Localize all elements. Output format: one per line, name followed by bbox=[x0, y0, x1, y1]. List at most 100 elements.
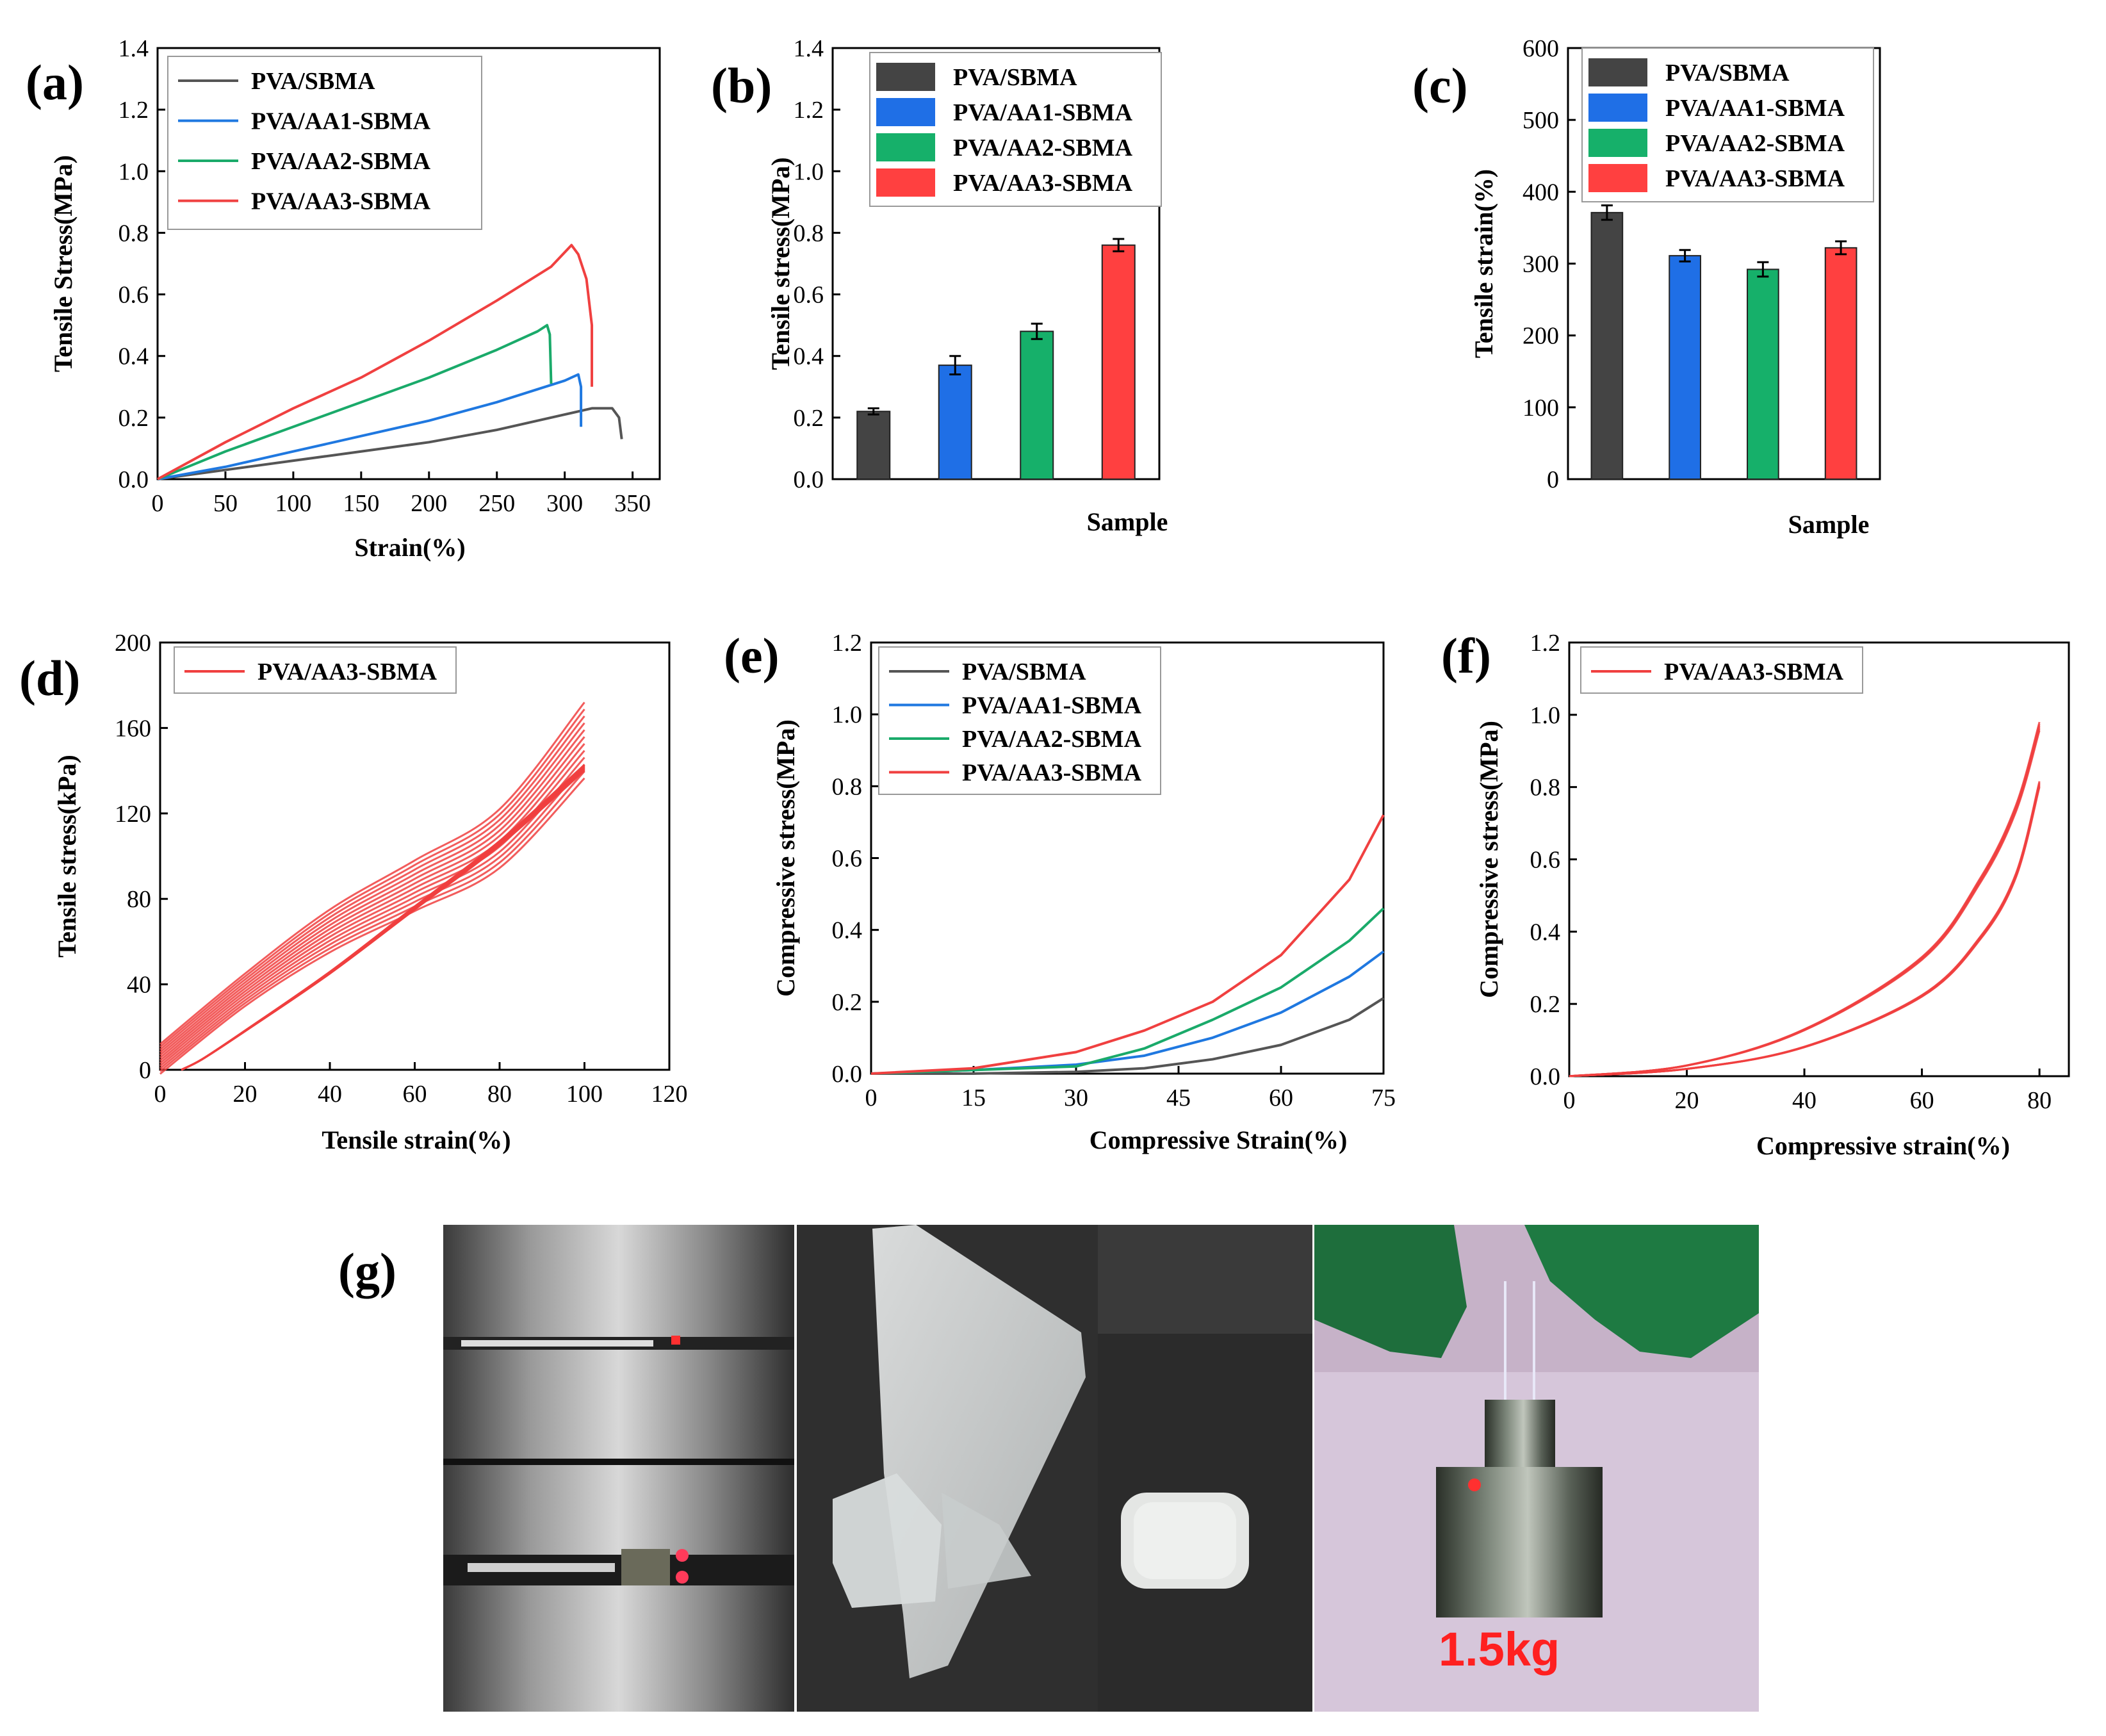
x-tick-label: 350 bbox=[614, 490, 651, 517]
panel-label-e: (e) bbox=[724, 628, 780, 684]
legend-label: PVA/AA3-SBMA bbox=[962, 760, 1142, 787]
y-tick-label: 160 bbox=[115, 715, 151, 742]
x-axis-label: Strain(%) bbox=[354, 533, 465, 562]
y-tick-label: 1.4 bbox=[118, 35, 149, 62]
series-line-loading bbox=[159, 757, 585, 1067]
bar-pva-aa1-sbma bbox=[1669, 255, 1701, 480]
panel-label-a: (a) bbox=[26, 54, 84, 110]
x-axis-label: Compressive strain(%) bbox=[1756, 1131, 2010, 1160]
legend-swatch bbox=[876, 133, 935, 161]
legend-label: PVA/AA2-SBMA bbox=[1665, 130, 1845, 157]
legend-label: PVA/AA2-SBMA bbox=[251, 148, 431, 175]
x-tick-label: 60 bbox=[1910, 1087, 1934, 1114]
y-tick-label: 600 bbox=[1522, 35, 1559, 62]
y-tick-label: 0.2 bbox=[832, 989, 863, 1016]
legend-swatch bbox=[1588, 94, 1647, 122]
series-line-loading bbox=[159, 708, 585, 1048]
series-line-loading bbox=[159, 701, 585, 1045]
series-line-unloading bbox=[181, 769, 585, 1071]
series-line-pva-aa2-sbma bbox=[157, 323, 553, 480]
series-line-loading bbox=[159, 777, 585, 1075]
y-tick-label: 0.8 bbox=[1530, 774, 1561, 801]
y-tick-label: 0.2 bbox=[118, 405, 149, 432]
legend-swatch bbox=[876, 168, 935, 197]
x-tick-label: 30 bbox=[1064, 1085, 1088, 1111]
series-line-unloading bbox=[181, 768, 585, 1071]
x-tick-label: 40 bbox=[318, 1081, 342, 1108]
series-line-loading bbox=[159, 722, 585, 1053]
y-tick-label: 40 bbox=[127, 972, 151, 999]
legend-label: PVA/AA3-SBMA bbox=[257, 659, 437, 685]
y-axis-label: Compressive stress(MPa) bbox=[771, 719, 800, 997]
panel-c: (c) 0 100 200 300 400 500 600 Sample Tensile stra… bbox=[1412, 35, 1881, 539]
plot-frame bbox=[831, 47, 1161, 480]
y-tick-label: 0.4 bbox=[832, 917, 863, 944]
series-line-loading bbox=[159, 729, 585, 1056]
series-line-loading bbox=[159, 771, 585, 1072]
y-tick-label: 0.8 bbox=[118, 220, 149, 247]
series-line-loading bbox=[159, 736, 585, 1059]
y-tick-label: 0.0 bbox=[832, 1061, 863, 1088]
bar-pva-sbma bbox=[1590, 211, 1624, 480]
legend-swatch bbox=[876, 63, 935, 91]
x-tick-label: 60 bbox=[403, 1081, 427, 1108]
x-tick-label: 0 bbox=[865, 1085, 878, 1111]
x-tick-label: 200 bbox=[411, 490, 447, 517]
y-tick-label: 0.0 bbox=[794, 466, 824, 493]
series-line-unloading bbox=[1569, 783, 2041, 1077]
legend-label: PVA/AA3-SBMA bbox=[1665, 165, 1845, 192]
y-tick-label: 1.0 bbox=[1530, 702, 1561, 729]
y-tick-label: 0.0 bbox=[1530, 1063, 1561, 1090]
x-tick-label: 250 bbox=[478, 490, 515, 517]
y-tick-label: 0.6 bbox=[1530, 847, 1561, 874]
x-tick-label: 0 bbox=[152, 490, 164, 517]
legend-swatch bbox=[1588, 129, 1647, 157]
series-line-pva-sbma bbox=[157, 407, 623, 480]
x-tick-label: 60 bbox=[1269, 1085, 1293, 1111]
legend-label: PVA/AA1-SBMA bbox=[953, 99, 1133, 126]
x-tick-label: 45 bbox=[1166, 1085, 1191, 1111]
series-line-pva-aa2-sbma bbox=[870, 907, 1385, 1075]
photo-weight-lift: 1.5kg bbox=[1314, 1225, 1759, 1712]
series-line-unloading bbox=[1569, 787, 2041, 1077]
panel-label-d: (d) bbox=[19, 650, 80, 706]
legend-label: PVA/SBMA bbox=[251, 68, 375, 95]
y-tick-label: 200 bbox=[115, 630, 151, 657]
bar-pva-aa2-sbma bbox=[1020, 331, 1054, 480]
y-tick-label: 1.2 bbox=[832, 630, 863, 657]
legend-box bbox=[1580, 646, 1863, 694]
y-tick-label: 0.2 bbox=[794, 405, 824, 432]
x-tick-label: 80 bbox=[2027, 1087, 2052, 1114]
legend-label: PVA/AA1-SBMA bbox=[251, 108, 431, 135]
y-tick-label: 0.4 bbox=[1530, 919, 1561, 946]
series-line-loading bbox=[159, 764, 585, 1070]
legend-label: PVA/AA1-SBMA bbox=[962, 692, 1142, 719]
x-tick-label: 120 bbox=[651, 1081, 688, 1108]
x-axis-label: Compressive Strain(%) bbox=[1090, 1126, 1348, 1154]
series-line-loading bbox=[1569, 730, 2041, 1077]
y-tick-label: 120 bbox=[115, 801, 151, 828]
panel-e: (e) 0.0 0.2 0.4 0.6 0.8 1.0 1.2 Compressive Stra… bbox=[724, 628, 1396, 1154]
y-axis-label: Tensile stress(kPa) bbox=[53, 755, 81, 958]
series-line-loading bbox=[159, 749, 585, 1064]
legend-swatch bbox=[1588, 58, 1647, 86]
y-tick-label: 0.4 bbox=[118, 343, 149, 370]
series-line-unloading bbox=[181, 764, 585, 1071]
y-tick-label: 1.2 bbox=[118, 97, 149, 124]
bar-pva-aa2-sbma bbox=[1747, 268, 1779, 480]
panel-b: (b) 0.0 0.2 0.4 0.6 0.8 1.0 1.2 1.4 Sample Tensile… bbox=[711, 35, 1168, 536]
series-line-unloading bbox=[181, 766, 585, 1071]
x-tick-label: 15 bbox=[961, 1085, 986, 1111]
bar-pva-aa3-sbma bbox=[1101, 244, 1136, 480]
photo-plate-on-gel bbox=[797, 1225, 1098, 1712]
panel-label-f: (f) bbox=[1441, 628, 1491, 684]
y-tick-label: 0 bbox=[139, 1057, 151, 1084]
legend-label: PVA/AA3-SBMA bbox=[251, 188, 431, 215]
legend-label: PVA/AA2-SBMA bbox=[953, 135, 1133, 161]
series-line-unloading bbox=[181, 767, 585, 1071]
legend-swatch bbox=[1588, 164, 1647, 192]
legend-label: PVA/AA3-SBMA bbox=[953, 170, 1133, 197]
y-tick-label: 1.0 bbox=[118, 158, 149, 185]
x-tick-label: 300 bbox=[546, 490, 583, 517]
